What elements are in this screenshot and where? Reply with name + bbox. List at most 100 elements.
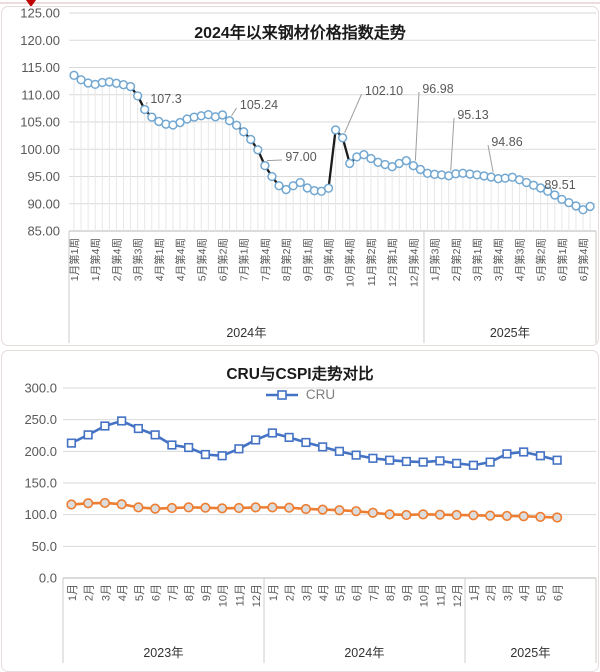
data-point-cru <box>267 428 278 438</box>
callout-label: 95.13 <box>457 108 488 122</box>
data-point-cru <box>502 449 512 459</box>
data-point <box>239 127 249 137</box>
x-axis-label: 1月 <box>67 584 79 601</box>
leader-line <box>414 91 420 161</box>
leader-line <box>344 93 363 134</box>
year-label: 2024年 <box>226 326 266 340</box>
x-axis-label: 7月第1周 <box>238 238 251 281</box>
callout-label: 96.98 <box>422 82 453 96</box>
series-line-cspi <box>71 501 558 519</box>
data-point-cru <box>100 421 110 431</box>
legend: CRU <box>2 387 598 402</box>
data-point-cru <box>217 451 227 461</box>
y-axis-label: 85.00 <box>27 224 60 239</box>
data-point <box>175 117 185 128</box>
callout-label: 105.24 <box>240 98 278 112</box>
data-point-cru <box>200 449 211 460</box>
data-point <box>415 164 426 175</box>
data-point-cru <box>552 455 562 465</box>
x-axis-label: 4月第4周 <box>174 238 187 281</box>
data-point-cru <box>334 446 345 456</box>
data-point-cspi <box>267 502 278 513</box>
data-point-cru <box>66 438 76 448</box>
x-axis-label: 8月 <box>385 584 397 601</box>
y-axis-label: 150.0 <box>24 476 57 491</box>
x-axis-label: 6月 <box>352 584 364 601</box>
x-axis-label: 7月第4周 <box>259 238 272 281</box>
x-axis-label: 12月 <box>452 584 464 607</box>
data-point-cspi <box>518 511 529 522</box>
data-point <box>330 125 341 135</box>
x-axis-label: 2月 <box>285 584 297 601</box>
x-axis-label: 11月第2周 <box>365 238 378 286</box>
data-point-cru <box>535 451 545 461</box>
data-point-cspi <box>501 510 513 522</box>
data-point <box>345 158 355 169</box>
x-axis-label: 6月第2周 <box>216 238 229 281</box>
data-point <box>231 120 242 130</box>
x-axis-label: 10月第4周 <box>344 238 357 287</box>
x-axis-label: 1月 <box>268 584 280 601</box>
data-point-cspi <box>66 499 77 510</box>
data-point-cspi <box>300 503 312 515</box>
y-axis-label: 100.00 <box>20 142 60 157</box>
x-axis-label: 7月 <box>368 584 380 601</box>
data-point-cru <box>167 440 177 450</box>
data-point-cspi <box>401 509 412 521</box>
data-point <box>408 161 419 171</box>
data-point-cspi <box>217 503 228 514</box>
leader-line <box>266 159 283 162</box>
data-point <box>69 70 79 80</box>
x-axis-label: 7月 <box>167 584 179 601</box>
x-axis-label: 6月第4周 <box>577 238 590 281</box>
x-axis-label: 1月第4周 <box>89 238 102 281</box>
leader-line <box>450 117 455 171</box>
data-point-cspi <box>99 497 110 509</box>
data-point-cru <box>284 432 294 442</box>
x-axis-label: 4月第3周 <box>513 238 526 281</box>
data-point-cspi <box>468 510 479 521</box>
x-axis-label: 9月第4周 <box>323 238 336 281</box>
data-point <box>246 134 256 145</box>
data-point <box>132 91 143 101</box>
x-axis-label: 3月 <box>100 584 112 601</box>
x-axis-label: 5月第2周 <box>535 238 548 281</box>
x-axis-label: 5月 <box>134 584 146 601</box>
x-axis-label: 9月 <box>402 584 414 601</box>
x-axis-label: 4月 <box>318 584 330 601</box>
x-axis-label: 2月第4周 <box>110 238 123 281</box>
data-point <box>147 112 157 122</box>
data-point <box>253 145 263 155</box>
data-point <box>260 160 270 171</box>
y-axis-label: 250.0 <box>24 412 57 427</box>
x-axis-label: 2月 <box>84 584 96 601</box>
data-point <box>571 201 581 211</box>
x-axis-label: 12月 <box>251 584 263 607</box>
data-point <box>585 201 595 212</box>
legend-cru-marker-icon <box>265 389 298 400</box>
y-axis-label: 125.00 <box>20 7 60 21</box>
x-axis-label: 9月 <box>201 584 213 601</box>
data-point-cspi <box>183 502 194 513</box>
x-axis-label: 5月第4周 <box>195 238 208 281</box>
data-point-cru <box>318 442 328 452</box>
x-axis-label: 6月 <box>151 584 163 601</box>
top-divider-line <box>0 2 600 4</box>
callout-label: 107.3 <box>150 92 181 106</box>
data-point-cru <box>133 423 144 434</box>
data-point-cspi <box>334 505 345 516</box>
data-point-cru <box>519 447 529 457</box>
data-point-cru <box>401 456 412 467</box>
data-point-cspi <box>133 502 144 513</box>
steel-price-index-chart: 125.00 120.00 115.00 110.00 105.00 100.00 95.0… <box>1 6 599 346</box>
series-line-cru <box>70 419 558 467</box>
data-point-cru <box>485 457 495 467</box>
data-point <box>140 104 150 115</box>
data-point <box>323 183 334 193</box>
cru-cspi-comparison-chart: 300.0 250.0 200.0 150.0 100.0 50.0 0.0 1月 2月 3月 4月… <box>1 350 599 672</box>
y-axis-label: 300.0 <box>24 381 57 396</box>
y-axis-label: 90.00 <box>27 196 60 211</box>
x-axis-label: 1月第1周 <box>68 238 81 281</box>
x-axis-label: 3月第4周 <box>492 238 505 281</box>
